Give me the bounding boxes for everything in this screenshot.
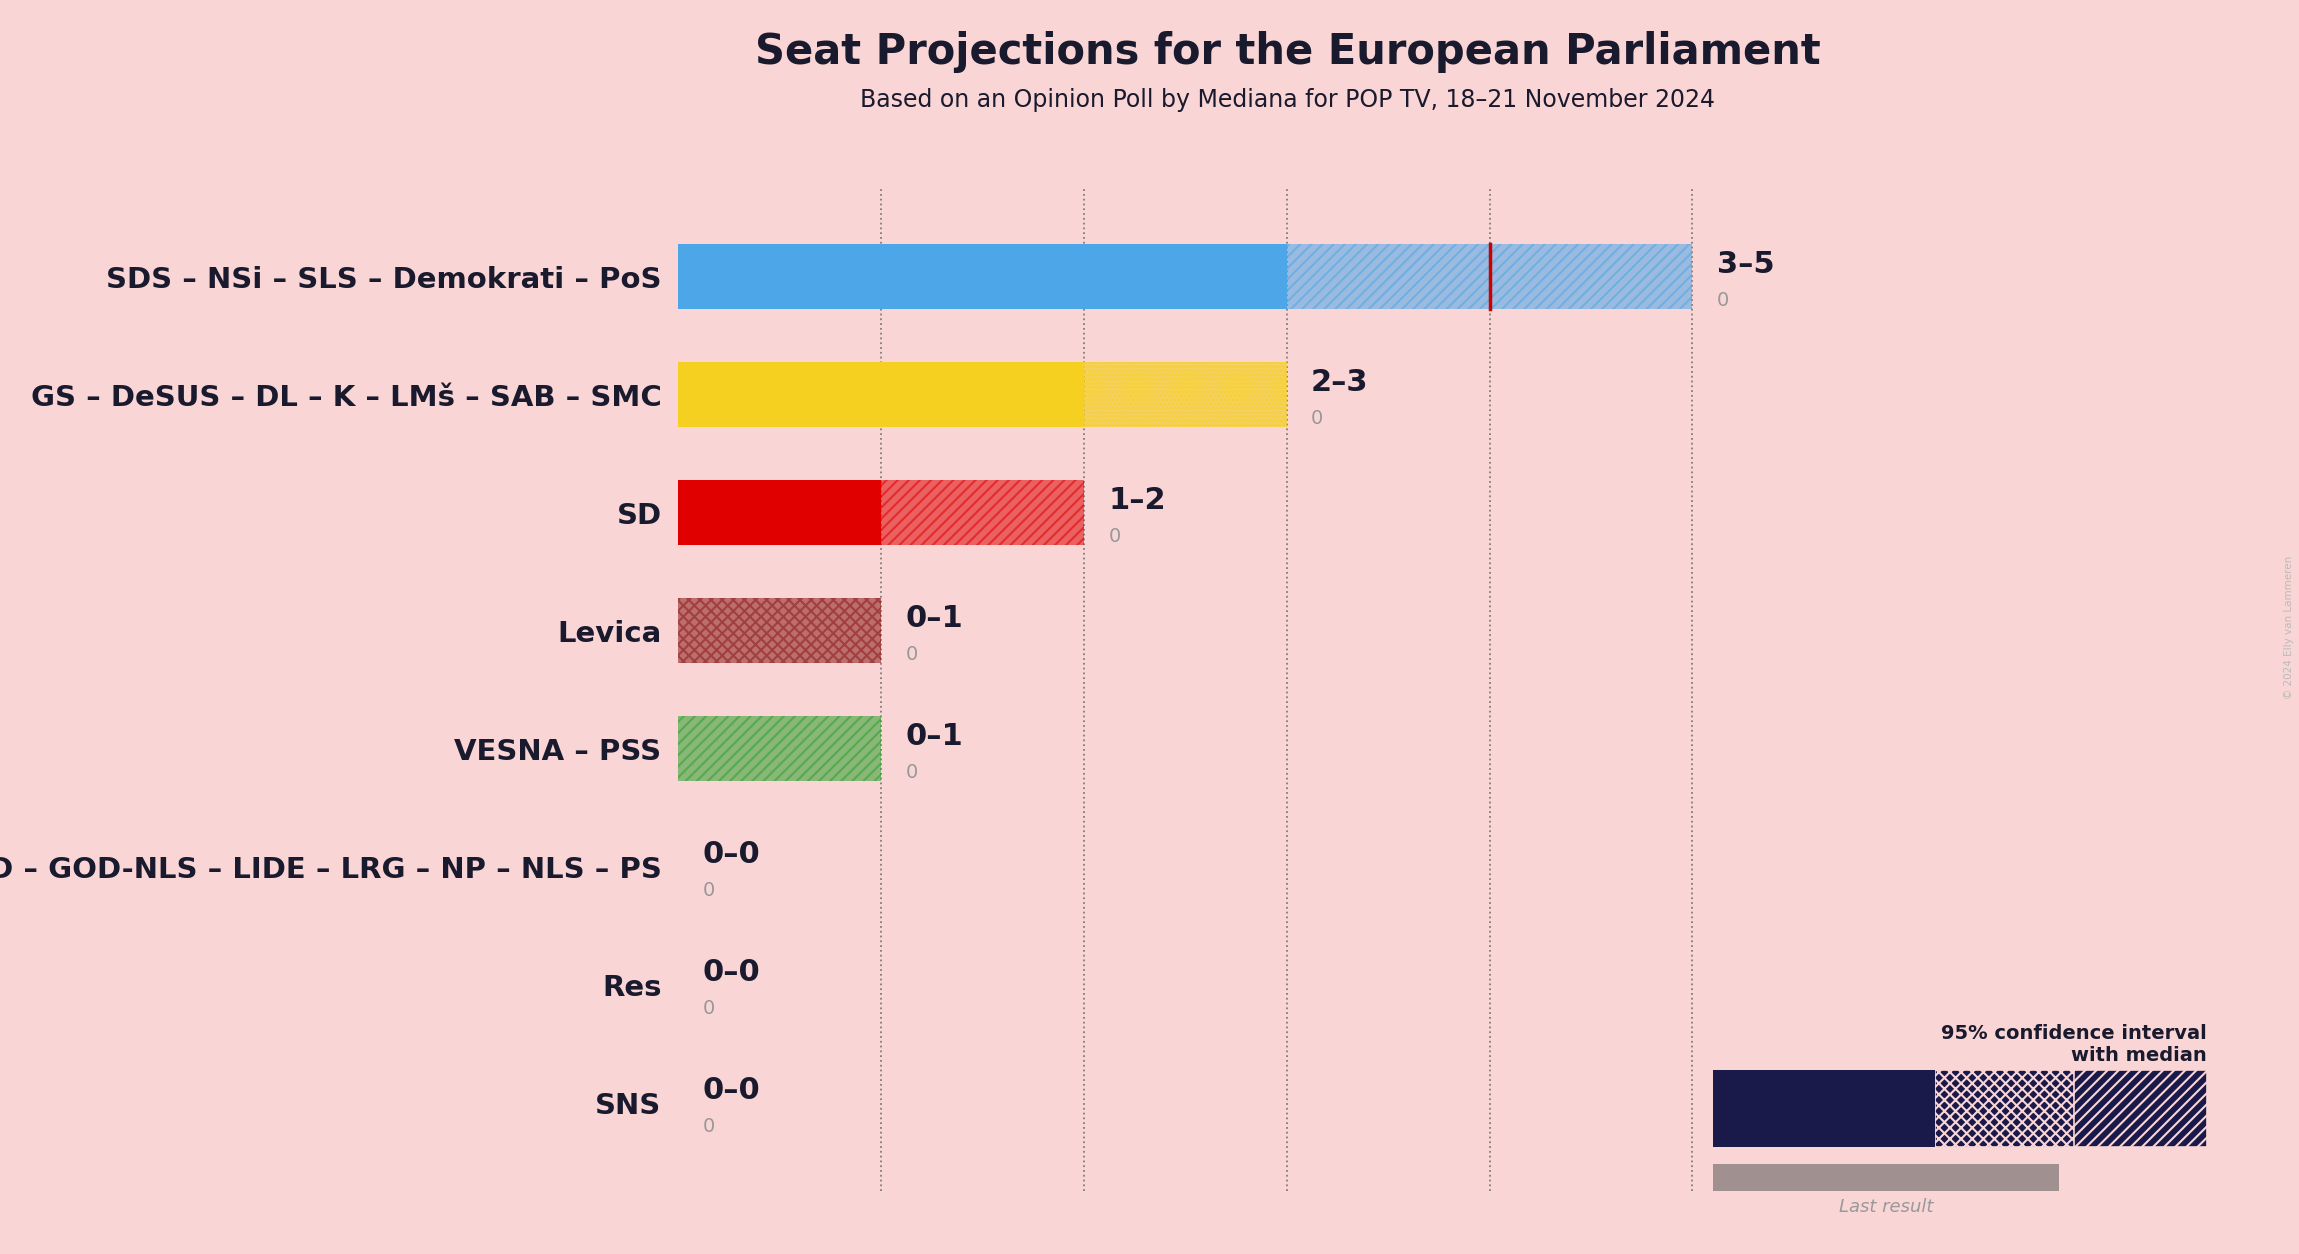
Text: 0–1: 0–1 <box>906 722 963 751</box>
Text: 0–0: 0–0 <box>703 1076 761 1106</box>
Text: Seat Projections for the European Parliament: Seat Projections for the European Parlia… <box>754 31 1821 73</box>
Text: 2–3: 2–3 <box>1310 369 1368 398</box>
Text: 0: 0 <box>906 762 917 781</box>
Text: 0: 0 <box>1717 291 1729 310</box>
Bar <box>881 480 1083 545</box>
Text: 0–0: 0–0 <box>703 958 761 987</box>
Bar <box>678 245 1287 308</box>
Text: 95% confidence interval
with median: 95% confidence interval with median <box>1940 1023 2207 1065</box>
Text: 0–1: 0–1 <box>906 604 963 633</box>
Text: 0: 0 <box>703 1117 715 1136</box>
Text: 3–5: 3–5 <box>1717 251 1775 280</box>
Text: Last result: Last result <box>1839 1198 1933 1215</box>
Text: 0: 0 <box>703 999 715 1018</box>
Bar <box>678 480 881 545</box>
Text: Based on an Opinion Poll by Mediana for POP TV, 18–21 November 2024: Based on an Opinion Poll by Mediana for … <box>860 88 1715 112</box>
Text: 0: 0 <box>703 880 715 900</box>
Text: 0: 0 <box>906 645 917 663</box>
Text: 0: 0 <box>1310 409 1324 428</box>
Bar <box>678 598 881 663</box>
Text: © 2024 Elly van Lammeren: © 2024 Elly van Lammeren <box>2285 556 2294 698</box>
Text: 0–0: 0–0 <box>703 840 761 869</box>
Bar <box>678 362 1083 428</box>
Text: 1–2: 1–2 <box>1108 487 1166 515</box>
Bar <box>1083 362 1287 428</box>
Bar <box>678 716 881 781</box>
Bar <box>1287 245 1692 308</box>
Text: 0: 0 <box>1108 527 1120 545</box>
